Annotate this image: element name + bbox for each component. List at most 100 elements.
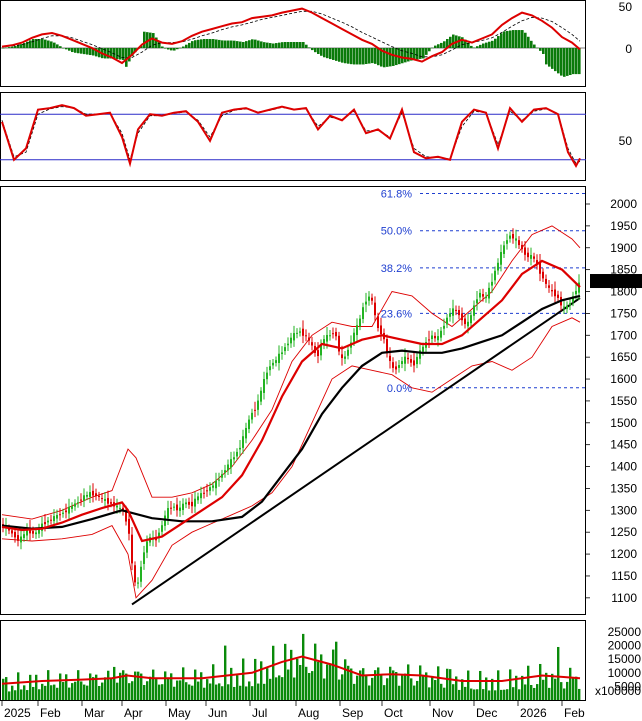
- candle-body: [506, 240, 508, 244]
- macd-histogram-bar: [80, 48, 83, 54]
- candle-body: [137, 582, 139, 584]
- volume-bar: [422, 676, 425, 700]
- macd-histogram-bar: [533, 44, 536, 48]
- volume-bar: [503, 689, 506, 700]
- macd-histogram-bar: [551, 48, 554, 69]
- volume-bar: [44, 685, 47, 700]
- volume-bar: [191, 685, 194, 700]
- volume-bar: [314, 643, 317, 700]
- volume-bar: [473, 689, 476, 700]
- candle-body: [140, 566, 142, 582]
- volume-bar: [257, 683, 260, 700]
- price-tick-label: 1850: [610, 263, 637, 277]
- candle-body: [548, 285, 550, 288]
- macd-histogram-bar: [506, 30, 509, 48]
- macd-histogram-bar: [275, 43, 278, 48]
- candle-body: [173, 506, 175, 508]
- candle-body: [50, 519, 52, 521]
- volume-bar: [137, 671, 140, 700]
- candle-body: [134, 565, 136, 583]
- macd-histogram-bar: [2, 48, 5, 49]
- candle-body: [509, 235, 511, 239]
- candle-body: [200, 493, 202, 499]
- volume-bar: [524, 684, 527, 700]
- macd-histogram-bar: [317, 48, 320, 54]
- candle-body: [254, 409, 256, 411]
- macd-histogram-bar: [362, 48, 365, 65]
- volume-bar: [296, 658, 299, 700]
- macd-histogram-bar: [245, 41, 248, 48]
- volume-bar: [251, 686, 254, 700]
- fib-level-label: 50.0%: [381, 226, 412, 238]
- macd-histogram-bar: [389, 48, 392, 67]
- price-tick-label: 1500: [610, 416, 637, 430]
- bollinger-upper-band: [1, 225, 581, 520]
- macd-histogram-bar: [314, 48, 317, 53]
- volume-bar: [551, 673, 554, 700]
- candle-body: [260, 390, 262, 402]
- candle-body: [299, 331, 301, 333]
- volume-bar: [203, 687, 206, 700]
- volume-bar: [194, 669, 197, 700]
- candle-body: [446, 317, 448, 325]
- candle-body: [293, 333, 295, 341]
- volume-bar: [209, 683, 212, 700]
- candle-body: [161, 525, 163, 532]
- candle-body: [290, 337, 292, 344]
- macd-histogram-bar: [440, 42, 443, 48]
- candle-body: [56, 515, 58, 519]
- macd-histogram-bar: [431, 47, 434, 49]
- volume-bar: [506, 689, 509, 700]
- volume-bar: [359, 670, 362, 700]
- price-tick-label: 1350: [610, 481, 637, 495]
- macd-histogram-bar: [359, 48, 362, 65]
- macd-histogram-bar: [47, 40, 50, 48]
- volume-bar: [98, 685, 101, 700]
- volume-bar: [167, 677, 170, 700]
- candle-body: [545, 278, 547, 284]
- macd-histogram-bar: [347, 48, 350, 64]
- volume-average-line: [1, 655, 581, 685]
- candle-body: [374, 302, 376, 316]
- volume-bar: [311, 671, 314, 700]
- macd-histogram-bar: [188, 42, 191, 48]
- candle-body: [47, 520, 49, 523]
- volume-bar: [380, 675, 383, 700]
- volume-bar: [224, 645, 227, 700]
- x-month-label: Dec: [476, 706, 497, 720]
- candle-body: [557, 294, 559, 298]
- macd-histogram-bar: [371, 48, 374, 64]
- macd-histogram-bar: [122, 48, 125, 60]
- volume-bar: [482, 689, 485, 700]
- macd-histogram-bar: [14, 45, 17, 48]
- volume-bar: [536, 684, 539, 700]
- x-month-label: Oct: [384, 706, 403, 720]
- candle-body: [416, 356, 418, 365]
- macd-histogram-bar: [464, 39, 467, 48]
- macd-histogram-bar: [365, 48, 368, 65]
- candle-body: [386, 339, 388, 354]
- volume-bar: [566, 681, 569, 700]
- volume-bar: [392, 670, 395, 700]
- volume-bar: [71, 683, 74, 700]
- support-trendline: [131, 297, 581, 606]
- candle-body: [323, 339, 325, 346]
- candle-body: [17, 535, 19, 541]
- macd-histogram-bar: [20, 44, 23, 48]
- macd-histogram-bar: [302, 42, 305, 48]
- macd-histogram-bar: [530, 40, 533, 48]
- volume-bar: [284, 643, 287, 700]
- macd-histogram-bar: [449, 36, 452, 48]
- candle-body: [68, 506, 70, 514]
- macd-histogram-bar: [410, 48, 413, 61]
- volume-bar: [53, 684, 56, 700]
- volume-bar: [20, 689, 23, 700]
- macd-histogram-bar: [554, 48, 557, 72]
- volume-bar: [491, 678, 494, 700]
- volume-bar: [125, 673, 128, 700]
- macd-histogram-bar: [500, 33, 503, 48]
- volume-bar: [377, 667, 380, 700]
- macd-histogram-bar: [494, 38, 497, 48]
- price-tick-label: 1150: [611, 569, 637, 583]
- volume-bar: [233, 686, 236, 700]
